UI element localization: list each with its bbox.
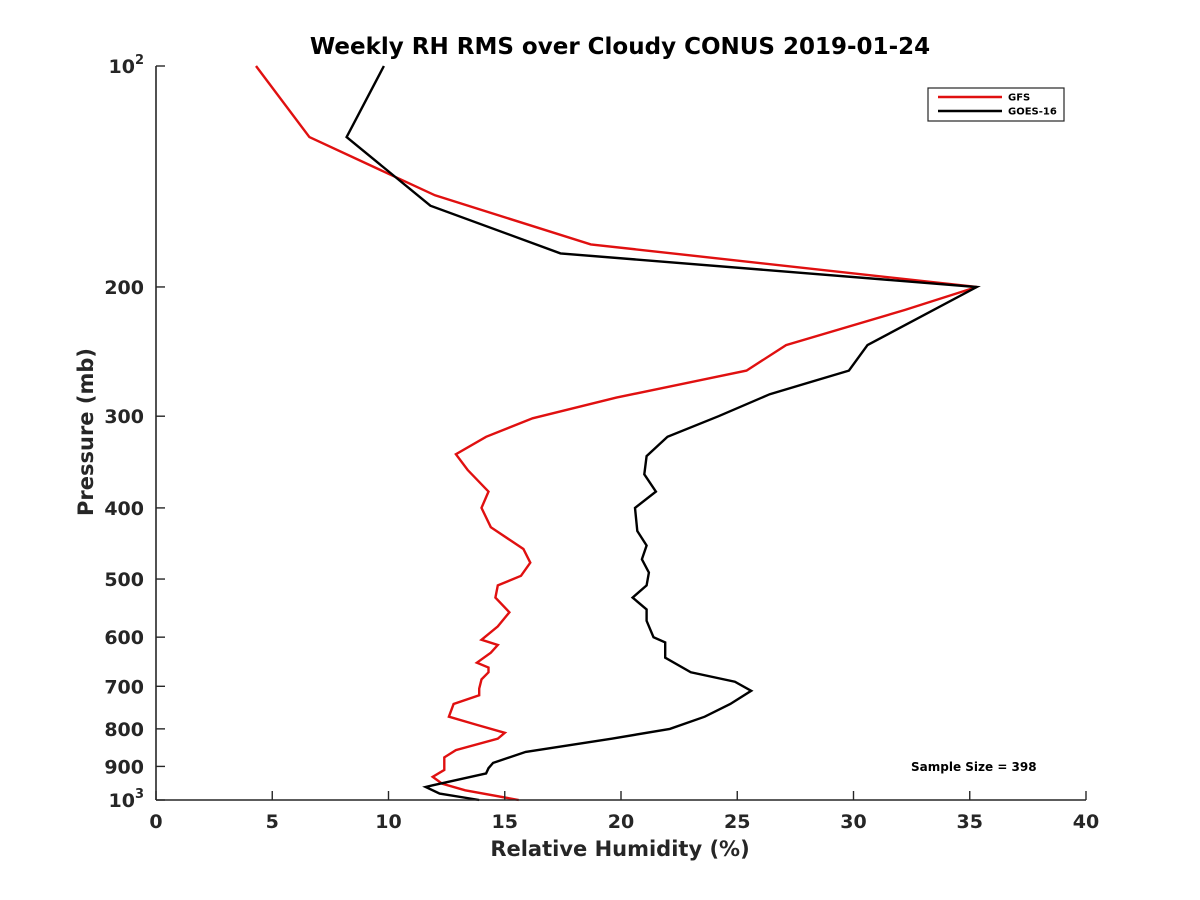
y-tick-label-base: 200 (104, 277, 144, 299)
x-tick-label: 10 (375, 811, 401, 833)
y-tick-label: 500 (104, 569, 144, 591)
legend-label: GFS (1008, 93, 1030, 104)
x-axis: 0 5 10 15 20 25 30 35 40 (149, 791, 1099, 833)
y-tick-label: 800 (104, 719, 144, 741)
legend-box (927, 87, 1065, 122)
x-tick-label: 20 (608, 811, 634, 833)
x-tick-label: 0 (149, 811, 162, 833)
x-tick-label: 35 (957, 811, 983, 833)
y-tick-label: 700 (104, 676, 144, 698)
sample-size-annotation: Sample Size = 398 (911, 760, 1037, 774)
x-tick-label: 40 (1073, 811, 1099, 833)
legend: GFS GOES-16 (927, 87, 1065, 122)
y-tick-label-base: 900 (104, 756, 144, 778)
x-tick-label: 25 (724, 811, 750, 833)
y-tick-label: 300 (104, 406, 144, 428)
x-axis-label: Relative Humidity (%) (490, 837, 749, 861)
legend-label: GOES-16 (1008, 107, 1057, 118)
series-line-goes-16 (345, 65, 981, 802)
y-tick-label-base: 300 (104, 406, 144, 428)
y-tick-label-base: 10 (109, 790, 135, 812)
y-tick-label-exponent: 3 (135, 787, 144, 802)
x-tick-label: 30 (840, 811, 866, 833)
chart-title: Weekly RH RMS over Cloudy CONUS 2019-01-… (310, 34, 930, 60)
y-tick-label: 600 (104, 627, 144, 649)
y-tick-label-base: 600 (104, 627, 144, 649)
x-tick-label: 5 (266, 811, 279, 833)
plot-area (255, 65, 981, 802)
y-tick-label-base: 800 (104, 719, 144, 741)
y-tick-label: 900 (104, 756, 144, 778)
y-tick-label-base: 700 (104, 676, 144, 698)
y-tick-label-exponent: 2 (135, 53, 144, 68)
y-axis-label: Pressure (mb) (74, 348, 98, 516)
series-line-gfs (255, 65, 978, 802)
y-tick-label: 200 (104, 277, 144, 299)
y-tick-label: 400 (104, 498, 144, 520)
x-tick-label: 15 (492, 811, 518, 833)
y-tick-label-base: 400 (104, 498, 144, 520)
y-tick-label: 102 (109, 53, 145, 78)
y-tick-label-base: 10 (109, 56, 135, 78)
y-tick-label: 103 (109, 787, 145, 812)
y-tick-label-base: 500 (104, 569, 144, 591)
